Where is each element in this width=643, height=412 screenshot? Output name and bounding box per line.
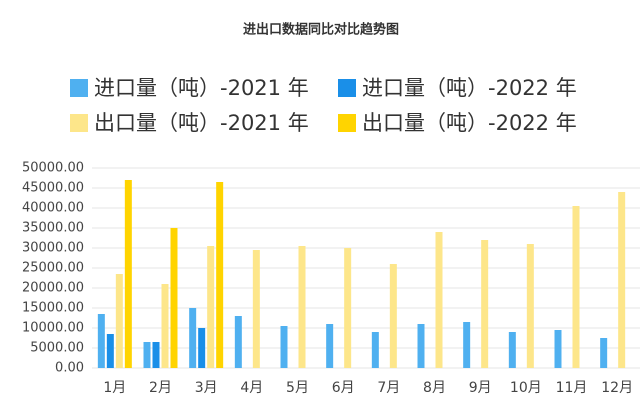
y-tick-label: 25000.00 [22, 261, 84, 276]
bar [572, 206, 580, 368]
y-tick-label: 0.00 [55, 361, 84, 376]
legend-swatch [70, 114, 88, 132]
bar [344, 248, 352, 368]
x-tick-label: 1月 [103, 380, 126, 396]
y-tick-label: 40000.00 [22, 201, 84, 216]
bar [198, 328, 206, 368]
y-tick-label: 20000.00 [22, 281, 84, 296]
bar [554, 330, 562, 368]
y-tick-label: 35000.00 [22, 221, 84, 236]
bar [189, 308, 197, 368]
x-tick-label: 3月 [195, 380, 218, 396]
y-tick-label: 30000.00 [22, 241, 84, 256]
bar [252, 250, 260, 368]
bar [298, 246, 306, 368]
x-tick-label: 11月 [556, 380, 588, 396]
x-tick-label: 5月 [286, 380, 309, 396]
x-tick-label: 7月 [377, 380, 400, 396]
y-tick-label: 45000.00 [22, 181, 84, 196]
x-tick-label: 6月 [332, 380, 355, 396]
y-tick-label: 15000.00 [22, 301, 84, 316]
bar [124, 180, 132, 368]
bar [371, 332, 379, 368]
y-tick-label: 50000.00 [22, 161, 84, 176]
legend-label: 出口量（吨）-2021 年 [94, 111, 309, 135]
bar [216, 182, 224, 368]
legend-swatch [338, 114, 356, 132]
bar [508, 332, 516, 368]
x-tick-label: 12月 [601, 380, 633, 396]
y-tick-label: 5000.00 [30, 341, 84, 356]
chart-title: 进出口数据同比对比趋势图 [243, 22, 399, 38]
y-tick-label: 10000.00 [22, 321, 84, 336]
bar [600, 338, 608, 368]
bar [152, 342, 160, 368]
x-tick-label: 10月 [510, 380, 542, 396]
bar [170, 228, 178, 368]
x-tick-label: 2月 [149, 380, 172, 396]
bar [618, 192, 626, 368]
x-tick-label: 8月 [423, 380, 446, 396]
legend-swatch [338, 79, 356, 97]
legend-label: 进口量（吨）-2022 年 [362, 76, 577, 100]
legend-swatch [70, 79, 88, 97]
bar [417, 324, 425, 368]
bar [207, 246, 215, 368]
bar [115, 274, 123, 368]
bar [97, 314, 105, 368]
bar [435, 232, 443, 368]
bar [161, 284, 169, 368]
bar [526, 244, 534, 368]
x-tick-label: 9月 [469, 380, 492, 396]
bar [481, 240, 489, 368]
legend-label: 出口量（吨）-2022 年 [362, 111, 577, 135]
bar [463, 322, 471, 368]
bar [326, 324, 334, 368]
bar [280, 326, 288, 368]
bar [389, 264, 397, 368]
bar [234, 316, 242, 368]
legend-label: 进口量（吨）-2021 年 [94, 76, 309, 100]
x-tick-label: 4月 [240, 380, 263, 396]
bar [106, 334, 114, 368]
bar [143, 342, 151, 368]
